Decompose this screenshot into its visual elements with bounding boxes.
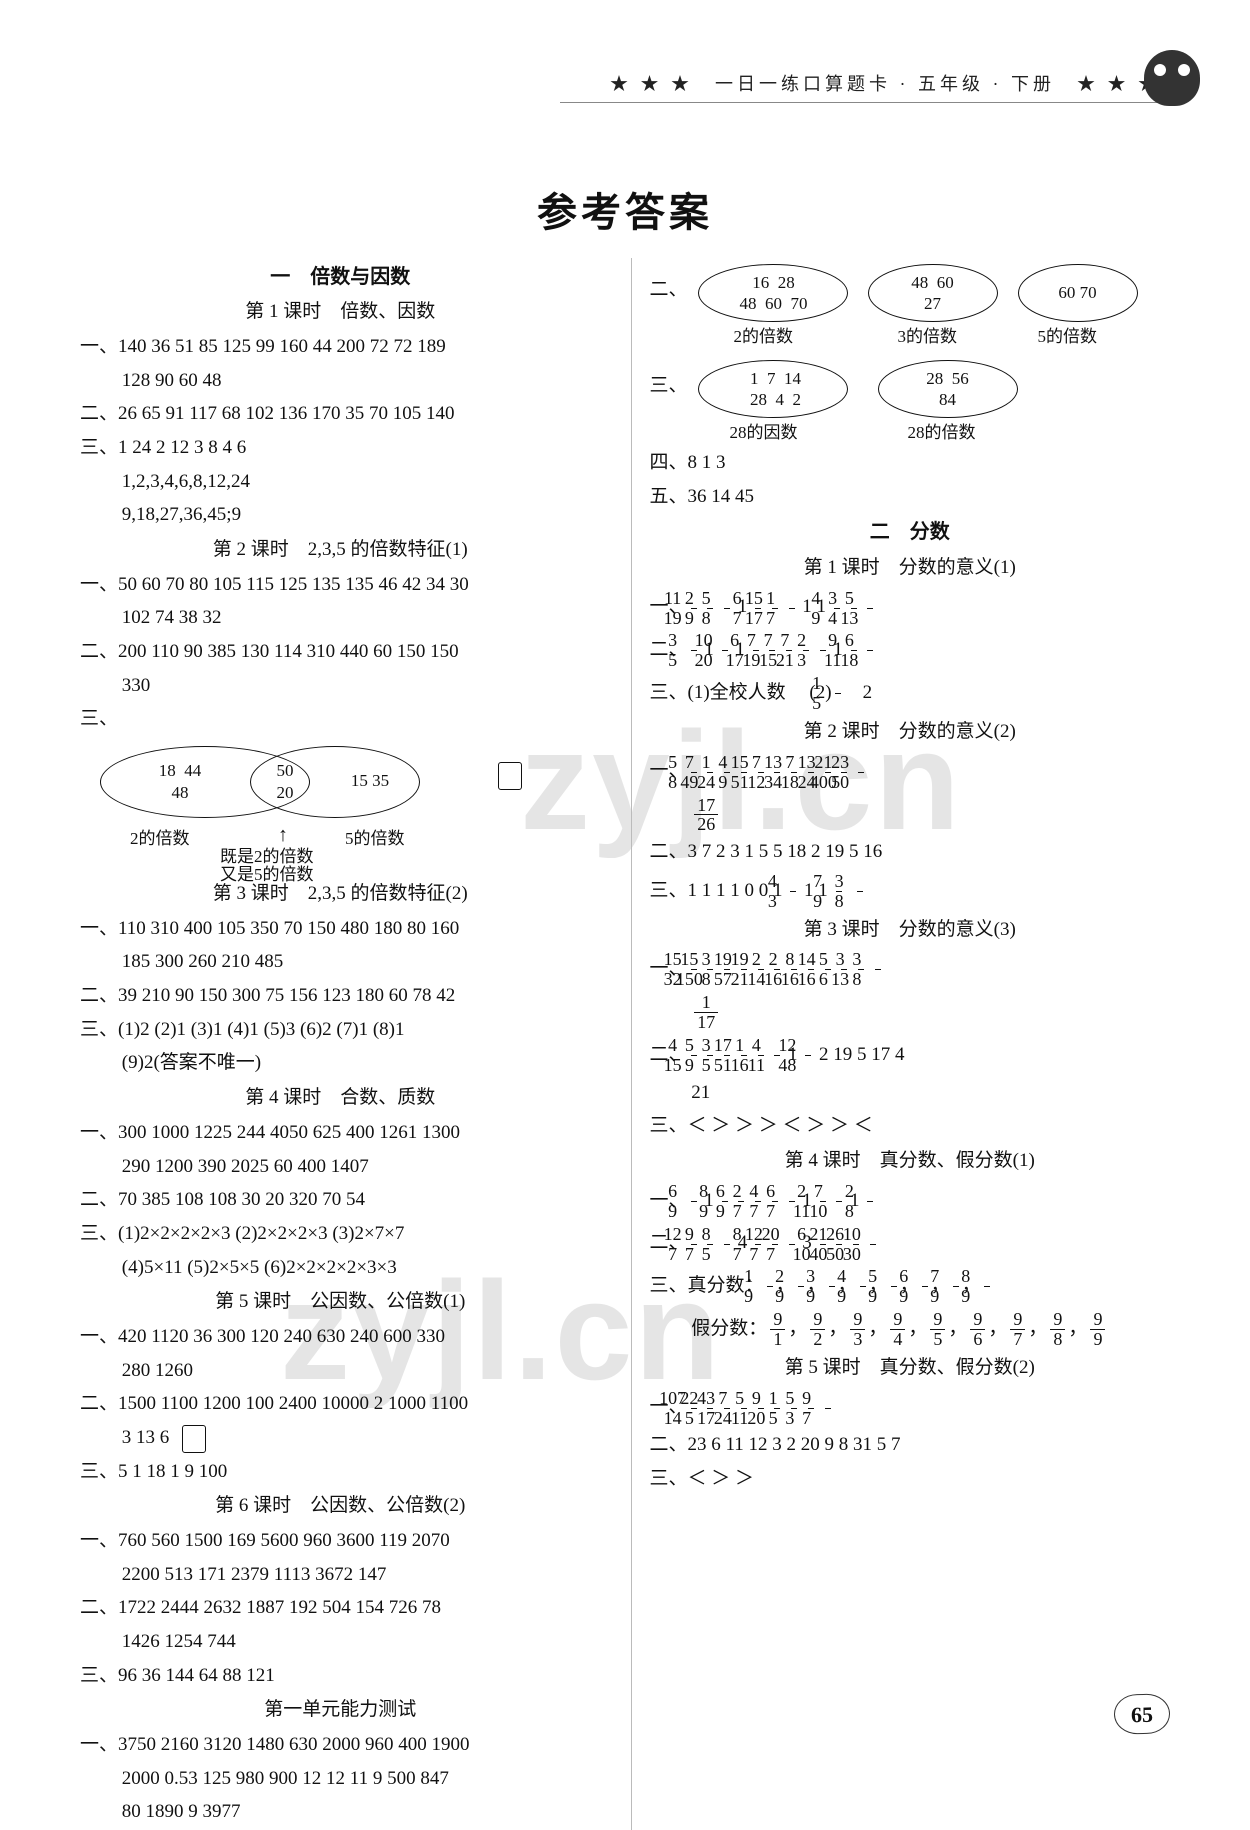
ans: 三、＜ ＞ ＞	[650, 1463, 1171, 1496]
ans: 2000 0.53 125 980 900 12 12 11 9 500 847	[80, 1763, 601, 1796]
lesson4-title: 第 4 课时 合数、质数	[80, 1082, 601, 1115]
ans: 128 90 60 48	[80, 365, 601, 398]
ans: 二、39 210 90 150 300 75 156 123 180 60 78…	[80, 980, 601, 1013]
r-lesson3-title: 第 3 课时 分数的意义(3)	[650, 914, 1171, 947]
lesson5-title: 第 5 课时 公因数、公倍数(1)	[80, 1286, 601, 1319]
ans: 9,18,27,36,45;9	[80, 499, 601, 532]
series-header: ★ ★ ★ 一日一练口算题卡 · 五年级 · 下册 ★ ★ ★	[560, 70, 1160, 103]
ans: 三、真分数：19，29，39，49，59，69，79，89	[650, 1265, 1171, 1307]
ans: 一、3750 2160 3120 1480 630 2000 960 400 1…	[80, 1729, 601, 1762]
ans: 一、110 310 400 105 350 70 150 480 180 80 …	[80, 913, 601, 946]
ans: 二、1722 2444 2632 1887 192 504 154 726 78	[80, 1592, 601, 1625]
ans: 三、1 24 2 12 3 8 4 6	[80, 432, 601, 465]
ans: 三、(1)2×2×2×2×3 (2)2×2×2×3 (3)2×7×7	[80, 1218, 601, 1251]
ans: 三、1 1 1 1 0 0 1 43 1 1 79 38	[650, 870, 1171, 912]
ans: 四、8 1 3	[650, 447, 1171, 480]
ans: 二、23 6 11 12 3 2 20 9 8 31 5 7	[650, 1429, 1171, 1462]
ans: 280 1260	[80, 1355, 601, 1388]
r-lesson2-title: 第 2 课时 分数的意义(2)	[650, 716, 1171, 749]
ans: 117	[650, 991, 1171, 1033]
r-lesson1-title: 第 1 课时 分数的意义(1)	[650, 552, 1171, 585]
unit1-test-title: 第一单元能力测试	[80, 1694, 601, 1727]
ans: 二、35 1 1020 1 617 719 715 721 23 1 911 6…	[650, 629, 1171, 671]
lesson1-title: 第 1 课时 倍数、因数	[80, 296, 601, 329]
ans: 一、10714 225 4317 724 511 920 15 53 97	[650, 1386, 1171, 1428]
ans: (4)5×11 (5)2×5×5 (6)2×2×2×2×3×3	[80, 1252, 601, 1285]
venn-bottom: 1 7 14 28 4 2 28 56 84 28的因数 28的倍数	[698, 354, 1038, 446]
page-number-badge: 65	[1114, 1694, 1171, 1735]
ans: 二、127 97 85 4 87 127 207 3 610 2140 2650…	[650, 1222, 1171, 1264]
header-text: ★ ★ ★ 一日一练口算题卡 · 五年级 · 下册 ★ ★ ★	[610, 74, 1160, 94]
ans: 1726	[650, 793, 1171, 835]
ans: 1426 1254 744	[80, 1626, 601, 1659]
ans: 三、＜ ＞ ＞ ＞ ＜ ＞ ＞ ＜	[650, 1110, 1171, 1143]
ans: 102 74 38 32	[80, 602, 601, 635]
right-column: 二、 16 28 48 60 70 48 60 27 60 70 2的倍数 3的…	[631, 258, 1171, 1830]
venn-top: 16 28 48 60 70 48 60 27 60 70 2的倍数 3的倍数 …	[698, 258, 1128, 354]
r-lesson4-title: 第 4 课时 真分数、假分数(1)	[650, 1145, 1171, 1178]
ans: 330	[80, 670, 601, 703]
ans: 二、200 110 90 385 130 114 310 440 60 150 …	[80, 636, 601, 669]
ans: 二、415 59 35 1751 116 411 1 1248 2 19 5 1…	[650, 1034, 1171, 1076]
ans: 185 300 260 210 485	[80, 946, 601, 979]
ans: 三、(1)全校人数 (2)15 2	[650, 672, 1171, 714]
lesson2-title: 第 2 课时 2,3,5 的倍数特征(1)	[80, 534, 601, 567]
ans: 二、3 7 2 3 1 5 5 18 2 19 5 16	[650, 836, 1171, 869]
ans: 三、96 36 144 64 88 121	[80, 1660, 601, 1693]
ans: 二、70 385 108 108 30 20 320 70 54	[80, 1184, 601, 1217]
ans: 80 1890 9 3977	[80, 1796, 601, 1829]
venn-diagram-1: 18 44 48 50 20 15 35 2的倍数 5的倍数 既是2的倍数 又是…	[100, 742, 460, 872]
ans: 一、140 36 51 85 125 99 160 44 200 72 72 1…	[80, 331, 601, 364]
lesson6-title: 第 6 课时 公因数、公倍数(2)	[80, 1490, 601, 1523]
mascot-icon	[1144, 50, 1200, 106]
unit2-title: 二 分数	[650, 515, 1171, 549]
page-title: 参考答案	[0, 180, 1250, 238]
ans: 三、(1)2 (2)1 (3)1 (4)1 (5)3 (6)2 (7)1 (8)…	[80, 1014, 601, 1047]
ans: (9)2(答案不唯一)	[80, 1047, 601, 1080]
ans: 一、1532 15150 38 1957 1921 214 216 816 14…	[650, 948, 1171, 990]
ans: 一、50 60 70 80 105 115 125 135 135 46 42 …	[80, 569, 601, 602]
ans: 假分数：91，92，93，94，95，96，97，98，99	[650, 1308, 1171, 1350]
ans: 1,2,3,4,6,8,12,24	[80, 466, 601, 499]
ans: 一、1119 29 58 1 67 1517 17 1 1 49 34 513	[650, 586, 1171, 628]
ans: 一、760 560 1500 169 5600 960 3600 119 207…	[80, 1525, 601, 1558]
ans: 二、1500 1100 1200 100 2400 10000 2 1000 1…	[80, 1388, 601, 1421]
marker-icon	[182, 1425, 206, 1453]
left-column: 一 倍数与因数 第 1 课时 倍数、因数 一、140 36 51 85 125 …	[80, 258, 607, 1830]
ans: 一、58 749 124 49 1551 712 1334 718 1324 2…	[650, 750, 1171, 792]
ans: 一、420 1120 36 300 120 240 630 240 600 33…	[80, 1321, 601, 1354]
ans: 一、69 1 89 69 27 47 67 1 211 710 1 28	[650, 1180, 1171, 1222]
ans: 三、	[80, 703, 601, 736]
ans: 3 13 6	[80, 1422, 601, 1455]
ans: 五、36 14 45	[650, 481, 1171, 514]
ans: 21	[650, 1077, 1171, 1110]
r-lesson5-title: 第 5 课时 真分数、假分数(2)	[650, 1352, 1171, 1385]
content-columns: 一 倍数与因数 第 1 课时 倍数、因数 一、140 36 51 85 125 …	[80, 258, 1170, 1830]
ans: 三、5 1 18 1 9 100	[80, 1456, 601, 1489]
ans: 2200 513 171 2379 1113 3672 147	[80, 1559, 601, 1592]
ans: 二、26 65 91 117 68 102 136 170 35 70 105 …	[80, 398, 601, 431]
lesson3-title: 第 3 课时 2,3,5 的倍数特征(2)	[80, 878, 601, 911]
ans: 一、300 1000 1225 244 4050 625 400 1261 13…	[80, 1117, 601, 1150]
unit1-title: 一 倍数与因数	[80, 260, 601, 294]
ans: 290 1200 390 2025 60 400 1407	[80, 1151, 601, 1184]
